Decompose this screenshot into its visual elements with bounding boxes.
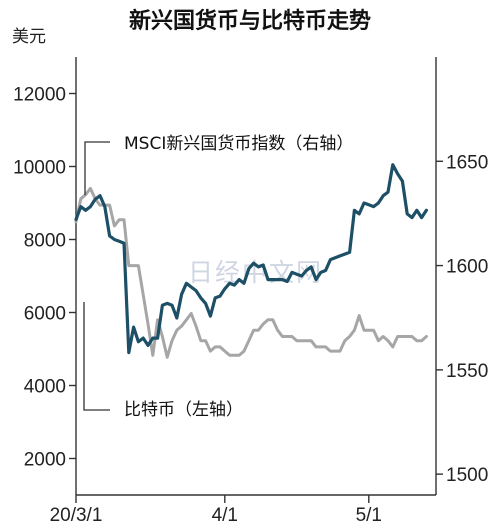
left-tick-label: 8000 — [24, 231, 66, 252]
msci-annotation-label: MSCI新兴国货币指数（右轴） — [124, 134, 353, 154]
x-axis-ticks: 20/3/1 4/1 5/1 — [50, 495, 382, 526]
right-tick-label: 1650 — [446, 152, 488, 173]
left-axis-ticks: 2000 4000 6000 8000 10000 12000 — [13, 85, 76, 471]
left-tick-label: 12000 — [13, 85, 66, 106]
bitcoin-annotation-label: 比特币（左轴） — [124, 400, 243, 420]
left-tick-label: 2000 — [24, 450, 66, 471]
left-tick-label: 10000 — [13, 158, 66, 179]
series-layer — [74, 163, 428, 359]
right-tick-label: 1500 — [446, 465, 488, 486]
right-axis-ticks: 1500 1550 1600 1650 — [436, 152, 488, 486]
chart-title: 新兴国货币与比特币走势 — [129, 8, 371, 34]
left-tick-label: 4000 — [24, 377, 66, 398]
msci-annotation-leader — [84, 141, 110, 195]
x-tick-label: 5/1 — [356, 505, 382, 526]
right-tick-label: 1600 — [446, 257, 488, 278]
x-tick-label: 4/1 — [212, 505, 238, 526]
left-axis-unit: 美元 — [12, 27, 46, 47]
right-tick-label: 1550 — [446, 361, 488, 382]
msci-series-line — [74, 186, 428, 359]
bitcoin-annotation-leader — [83, 302, 110, 411]
left-tick-label: 6000 — [24, 304, 66, 325]
bitcoin-series-line — [74, 163, 428, 355]
x-tick-label: 20/3/1 — [50, 505, 103, 526]
